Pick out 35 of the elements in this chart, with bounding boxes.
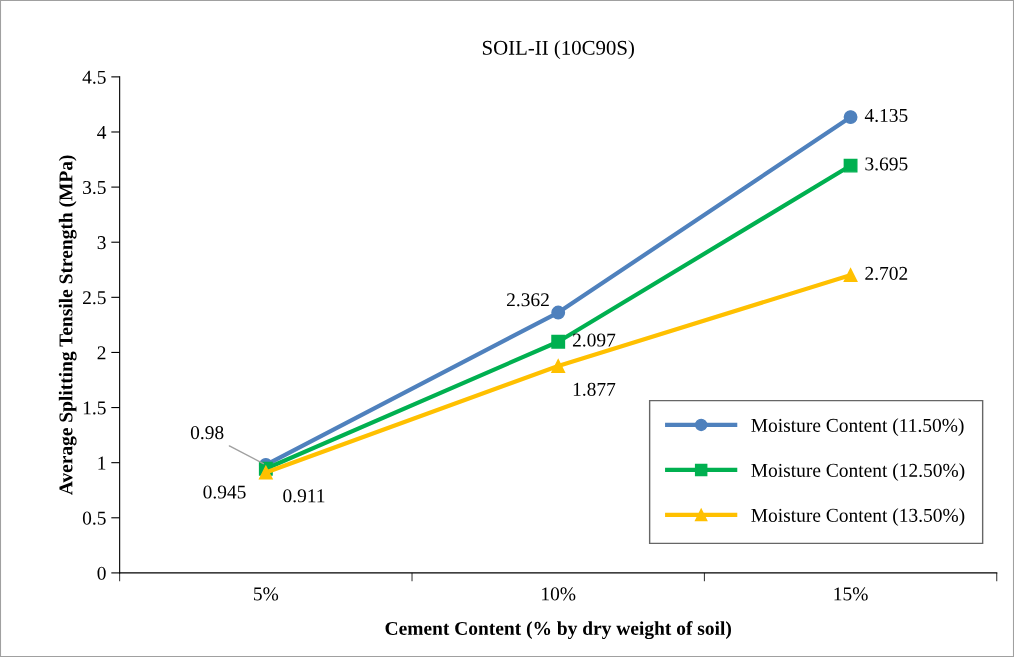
data-label: 4.135 bbox=[864, 108, 908, 123]
data-label: 0.945 bbox=[203, 485, 246, 499]
y-tick-label: 2 bbox=[97, 346, 106, 360]
x-axis-title: Cement Content (% by dry weight of soil) bbox=[385, 621, 731, 640]
legend-label: Moisture Content (11.50%) bbox=[751, 418, 964, 436]
y-tick-label: 4.5 bbox=[82, 70, 106, 84]
legend-label: Moisture Content (13.50%) bbox=[751, 508, 965, 526]
legend-label: Moisture Content (12.50%) bbox=[751, 463, 965, 481]
data-label: 0.98 bbox=[190, 426, 224, 440]
y-axis-title: Average Splitting Tensile Strength (MPa) bbox=[58, 155, 77, 496]
data-label: 3.695 bbox=[865, 157, 908, 171]
data-label: 2.362 bbox=[506, 293, 549, 307]
data-label: 1.877 bbox=[573, 382, 616, 396]
data-label: 2.702 bbox=[865, 266, 908, 281]
y-tick-label: 0.5 bbox=[82, 511, 106, 525]
point bbox=[258, 465, 273, 480]
chart-title: SOIL-II (10C90S) bbox=[482, 40, 634, 60]
point bbox=[551, 334, 566, 349]
y-tick-label: 1 bbox=[98, 456, 106, 470]
y-tick-label: 1.5 bbox=[83, 401, 106, 415]
data-label: 2.097 bbox=[572, 333, 616, 347]
y-tick-label: 3.5 bbox=[83, 180, 106, 195]
point bbox=[551, 305, 566, 320]
y-tick-label: 4 bbox=[97, 125, 107, 139]
point bbox=[843, 158, 858, 173]
point bbox=[843, 110, 858, 125]
x-tick-label: 5% bbox=[254, 587, 279, 601]
data-label: 0.911 bbox=[283, 489, 325, 503]
x-tick-label: 10% bbox=[542, 587, 576, 601]
point bbox=[843, 268, 858, 283]
point bbox=[551, 359, 566, 373]
y-tick-label: 2.5 bbox=[83, 291, 106, 305]
y-tick-label: 0 bbox=[97, 566, 106, 580]
y-tick-label: 3 bbox=[97, 236, 106, 250]
x-tick-label: 15% bbox=[834, 587, 868, 601]
